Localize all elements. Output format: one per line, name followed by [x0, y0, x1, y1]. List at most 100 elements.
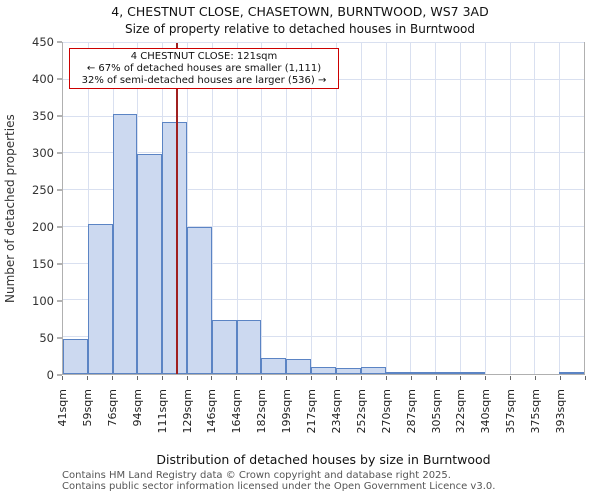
histogram-bar — [137, 154, 163, 374]
y-tick-label: 50 — [39, 331, 54, 346]
x-tick-mark — [385, 376, 387, 380]
y-tick-label: 450 — [32, 35, 54, 49]
histogram-bar — [385, 372, 411, 374]
histogram-bar — [87, 223, 113, 374]
v-gridline — [311, 43, 313, 374]
x-tick-mark — [236, 376, 238, 380]
y-tick-mark — [57, 152, 62, 154]
y-tick-label: 0 — [46, 368, 54, 382]
histogram-bar — [459, 372, 485, 374]
chart-title-line1: 4, CHESTNUT CLOSE, CHASETOWN, BURNTWOOD,… — [111, 4, 489, 19]
v-gridline — [435, 43, 437, 374]
x-tick-mark — [410, 376, 412, 380]
histogram-bar — [286, 359, 312, 374]
y-axis: 0 50 100 150 200 250 300 350 400 450 — [20, 35, 62, 382]
x-tick-mark — [460, 376, 462, 380]
y-tick-mark — [57, 78, 62, 80]
histogram-bar — [63, 339, 88, 374]
y-tick-label: 300 — [32, 146, 54, 160]
x-tick-mark — [86, 376, 88, 380]
histogram-bar — [360, 366, 386, 374]
x-tick-mark — [485, 376, 487, 380]
y-tick-mark — [57, 374, 62, 376]
v-gridline — [459, 43, 461, 374]
y-tick-mark — [57, 41, 62, 43]
x-tick-mark — [585, 376, 586, 380]
x-tick-mark — [510, 376, 512, 380]
x-axis-title: Distribution of detached houses by size … — [156, 452, 491, 467]
histogram-bar — [311, 367, 336, 374]
histogram-bar — [236, 320, 262, 374]
y-tick-label: 200 — [32, 220, 54, 235]
histogram-bar — [162, 121, 188, 374]
x-tick-mark — [62, 376, 63, 380]
v-gridline — [484, 43, 486, 374]
v-gridline — [385, 43, 387, 374]
x-tick-mark — [535, 376, 537, 380]
annotation-line1: 4 CHESTNUT CLOSE: 121sqm — [130, 51, 278, 62]
y-tick-mark — [57, 337, 62, 339]
annotation-box: 4 CHESTNUT CLOSE: 121sqm ← 67% of detach… — [69, 48, 339, 90]
v-gridline — [211, 43, 213, 374]
y-tick-mark — [57, 115, 62, 117]
footer-copyright-line2: Contains public sector information licen… — [62, 481, 496, 492]
y-tick-mark — [57, 300, 62, 302]
h-gridline — [63, 336, 584, 338]
chart-title-line2: Size of property relative to detached ho… — [124, 22, 476, 36]
v-gridline — [410, 43, 412, 374]
histogram-bar — [435, 372, 460, 374]
x-tick-mark — [560, 376, 562, 380]
y-tick-label: 100 — [32, 294, 54, 309]
annotation-line3: 32% of semi-detached houses are larger (… — [81, 74, 327, 86]
v-gridline — [261, 43, 263, 374]
h-gridline — [63, 115, 584, 117]
v-gridline — [559, 43, 561, 374]
marker-line — [175, 43, 178, 374]
plot-area: 4 CHESTNUT CLOSE: 121sqm ← 67% of detach… — [62, 42, 585, 375]
x-tick-mark — [211, 376, 213, 380]
y-tick-label: 250 — [32, 183, 54, 197]
x-tick-mark — [136, 376, 138, 380]
histogram-bar — [410, 372, 436, 374]
v-gridline — [534, 43, 536, 374]
x-tick-mark — [161, 376, 163, 380]
h-gridline — [63, 299, 584, 301]
x-tick-mark — [186, 376, 188, 380]
footer-copyright-line1: Contains HM Land Registry data © Crown c… — [62, 470, 451, 481]
y-tick-mark — [57, 263, 62, 265]
x-tick-mark — [435, 376, 437, 380]
x-tick-mark — [360, 376, 362, 380]
y-tick-label: 150 — [32, 257, 54, 271]
annotation-line2: ← 67% of detached houses are smaller (1,… — [86, 62, 322, 74]
h-gridline — [63, 42, 584, 43]
histogram-bar — [559, 372, 584, 374]
histogram-bar — [112, 113, 138, 374]
histogram-bar — [261, 357, 287, 374]
histogram-bar — [335, 368, 361, 374]
x-tick-mark — [335, 376, 337, 380]
histogram-bar — [211, 319, 237, 374]
h-gridline — [63, 152, 584, 154]
v-gridline — [509, 43, 511, 374]
y-tick-mark — [57, 226, 62, 228]
v-gridline — [236, 43, 238, 374]
v-gridline — [87, 43, 89, 374]
x-tick-mark — [261, 376, 263, 380]
x-axis: 41sqm 59sqm 76sqm 94sqm 111sqm 129sqm 146sqm 16… — [56, 376, 586, 450]
v-gridline — [286, 43, 288, 374]
histogram-bar — [187, 226, 212, 374]
h-gridline — [63, 262, 584, 264]
v-gridline — [187, 43, 189, 374]
x-tick-mark — [311, 376, 313, 380]
y-axis-title: Number of detached properties — [3, 114, 17, 303]
v-gridline — [360, 43, 362, 374]
h-gridline — [63, 189, 584, 191]
v-gridline — [335, 43, 337, 374]
y-tick-label: 350 — [32, 109, 54, 123]
x-tick-mark — [111, 376, 113, 380]
y-tick-label: 400 — [32, 72, 54, 87]
h-gridline — [63, 225, 584, 227]
x-tick-mark — [286, 376, 288, 380]
y-tick-mark — [57, 189, 62, 191]
